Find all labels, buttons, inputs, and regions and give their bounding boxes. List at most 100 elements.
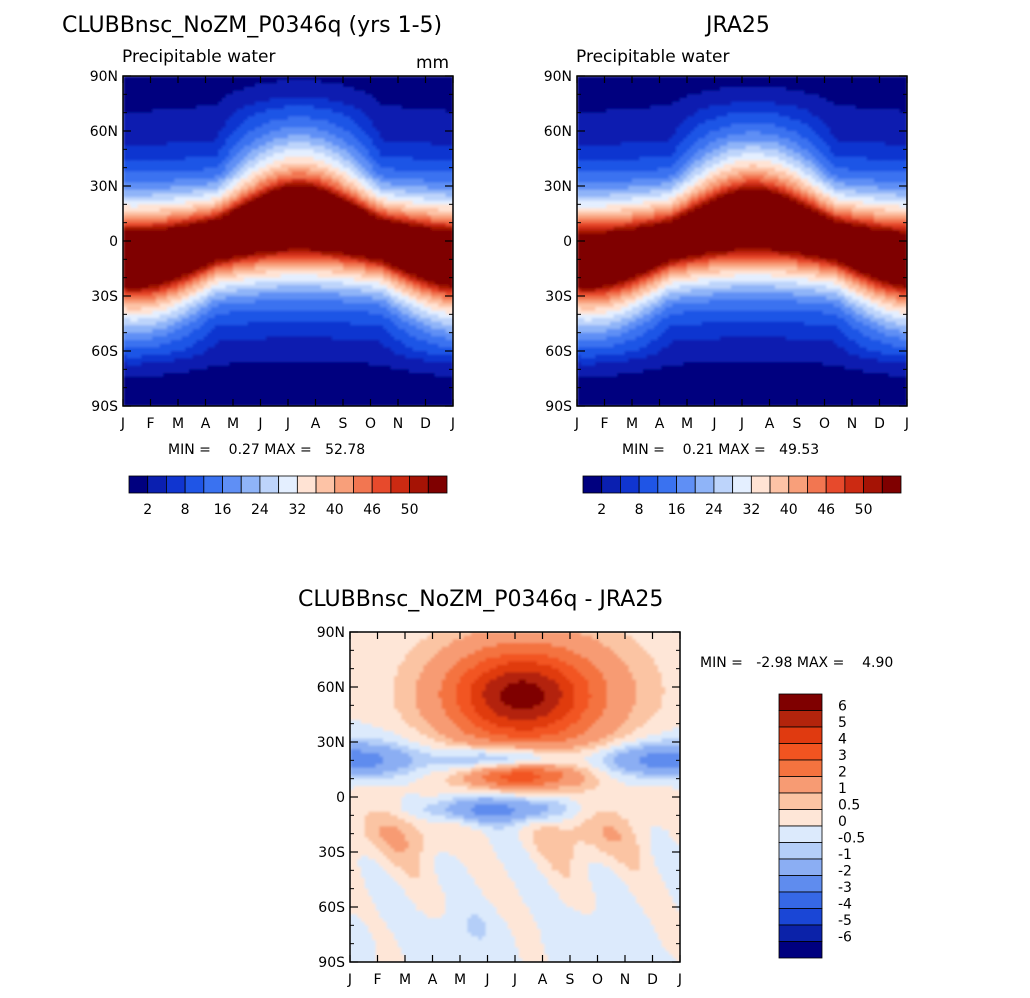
contour-cell bbox=[324, 138, 329, 143]
contour-cell bbox=[159, 288, 164, 293]
contour-cell bbox=[167, 244, 172, 249]
contour-cell bbox=[156, 384, 161, 389]
contour-cell bbox=[214, 175, 219, 180]
contour-cell bbox=[130, 380, 135, 385]
contour-cell bbox=[137, 244, 142, 249]
contour-cell bbox=[317, 101, 322, 106]
contour-cell bbox=[123, 142, 128, 147]
contour-cell bbox=[317, 310, 322, 315]
contour-cell bbox=[277, 186, 282, 191]
contour-cell bbox=[159, 384, 164, 389]
contour-cell bbox=[291, 255, 296, 260]
contour-cell bbox=[266, 167, 271, 172]
contour-cell bbox=[288, 299, 293, 304]
contour-cell bbox=[130, 321, 135, 326]
contour-cell bbox=[178, 241, 183, 246]
contour-cell bbox=[207, 347, 212, 352]
contour-cell bbox=[200, 116, 205, 121]
contour-cell bbox=[236, 153, 241, 158]
contour-cell bbox=[152, 292, 157, 297]
contour-cell bbox=[266, 215, 271, 220]
contour-cell bbox=[137, 233, 142, 238]
contour-cell bbox=[196, 351, 201, 356]
contour-cell bbox=[251, 193, 256, 198]
contour-cell bbox=[284, 241, 289, 246]
contour-cell bbox=[280, 175, 285, 180]
contour-cell bbox=[240, 277, 245, 282]
contour-cell bbox=[181, 149, 186, 154]
contour-cell bbox=[269, 90, 274, 95]
contour-cell bbox=[167, 380, 172, 385]
contour-cell bbox=[324, 90, 329, 95]
contour-cell bbox=[280, 164, 285, 169]
contour-cell bbox=[280, 358, 285, 363]
contour-cell bbox=[291, 79, 296, 84]
contour-cell bbox=[218, 259, 223, 264]
contour-cell bbox=[225, 105, 230, 110]
contour-cell bbox=[218, 164, 223, 169]
contour-cell bbox=[156, 351, 161, 356]
contour-cell bbox=[192, 105, 197, 110]
contour-cell bbox=[222, 200, 227, 205]
contour-cell bbox=[148, 112, 153, 117]
contour-cell bbox=[321, 197, 326, 202]
contour-cell bbox=[277, 149, 282, 154]
contour-cell bbox=[222, 358, 227, 363]
contour-cell bbox=[251, 365, 256, 370]
contour-cell bbox=[141, 164, 146, 169]
contour-cell bbox=[156, 270, 161, 275]
contour-cell bbox=[181, 131, 186, 136]
contour-cell bbox=[192, 182, 197, 187]
contour-cell bbox=[174, 380, 179, 385]
contour-cell bbox=[192, 395, 197, 400]
contour-cell bbox=[244, 178, 249, 183]
contour-cell bbox=[273, 369, 278, 374]
contour-cell bbox=[222, 325, 227, 330]
contour-cell bbox=[148, 230, 153, 235]
contour-cell bbox=[185, 369, 190, 374]
contour-cell bbox=[225, 288, 230, 293]
contour-cell bbox=[258, 252, 263, 257]
contour-cell bbox=[141, 351, 146, 356]
contour-cell bbox=[240, 391, 245, 396]
contour-cell bbox=[192, 299, 197, 304]
contour-cell bbox=[240, 402, 245, 406]
contour-cell bbox=[207, 358, 212, 363]
contour-cell bbox=[225, 208, 230, 213]
contour-cell bbox=[277, 94, 282, 99]
contour-cell bbox=[137, 402, 142, 406]
contour-cell bbox=[123, 307, 128, 312]
contour-cell bbox=[233, 244, 238, 249]
contour-cell bbox=[247, 395, 252, 400]
contour-cell bbox=[284, 123, 289, 128]
contour-cell bbox=[145, 182, 150, 187]
contour-cell bbox=[207, 189, 212, 194]
contour-cell bbox=[284, 87, 289, 92]
contour-cell bbox=[258, 354, 263, 359]
contour-cell bbox=[280, 252, 285, 257]
contour-cell bbox=[324, 233, 329, 238]
contour-cell bbox=[170, 76, 175, 81]
contour-cell bbox=[211, 343, 216, 348]
contour-cell bbox=[280, 142, 285, 147]
contour-cell bbox=[189, 259, 194, 264]
contour-cell bbox=[273, 193, 278, 198]
contour-cell bbox=[185, 255, 190, 260]
contour-cell bbox=[207, 171, 212, 176]
contour-cell bbox=[200, 175, 205, 180]
contour-cell bbox=[211, 263, 216, 268]
contour-cell bbox=[302, 391, 307, 396]
contour-cell bbox=[247, 171, 252, 176]
contour-cell bbox=[141, 197, 146, 202]
contour-cell bbox=[266, 318, 271, 323]
contour-cell bbox=[284, 329, 289, 334]
contour-cell bbox=[313, 138, 318, 143]
contour-cell bbox=[317, 230, 322, 235]
contour-cell bbox=[222, 391, 227, 396]
contour-cell bbox=[247, 358, 252, 363]
contour-cell bbox=[313, 167, 318, 172]
contour-cell bbox=[302, 270, 307, 275]
contour-cell bbox=[236, 351, 241, 356]
contour-cell bbox=[134, 101, 139, 106]
contour-cell bbox=[288, 79, 293, 84]
